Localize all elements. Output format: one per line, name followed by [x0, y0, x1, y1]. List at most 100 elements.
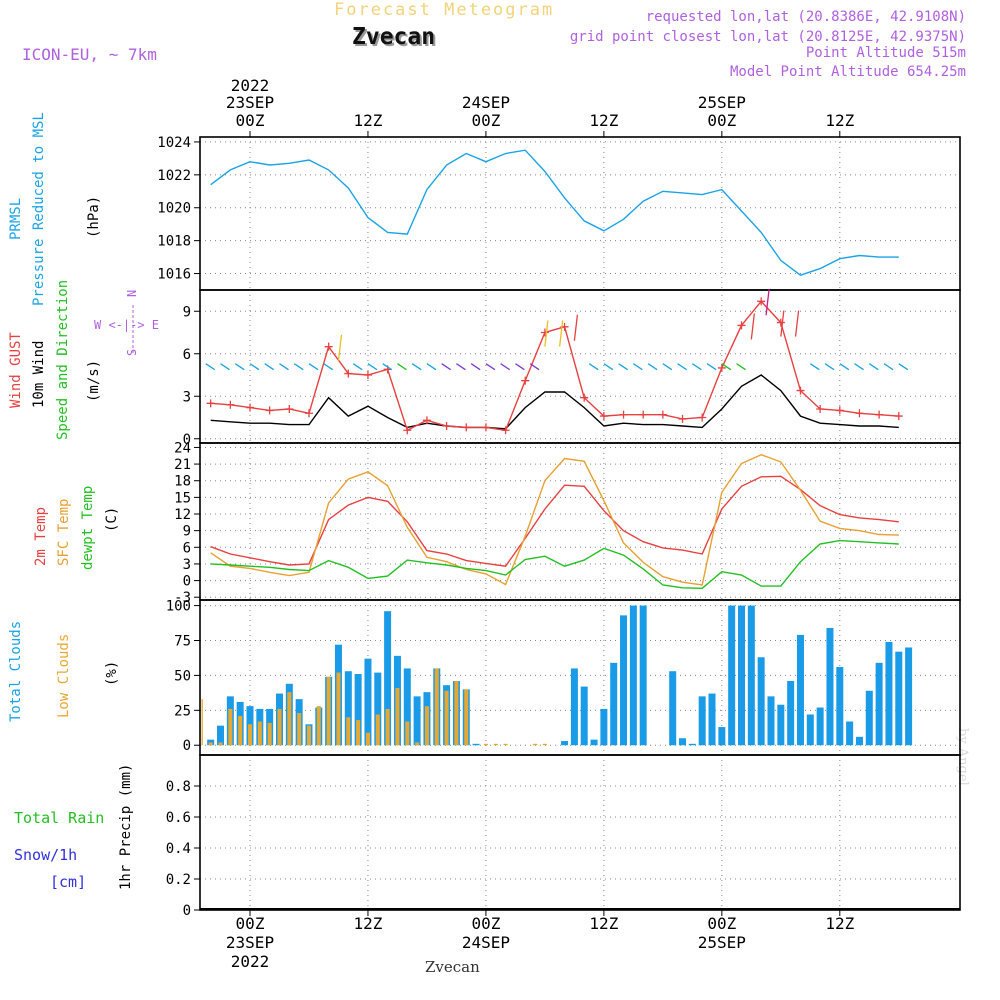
wind-arrow — [323, 363, 334, 371]
gust-marker — [757, 297, 766, 306]
wind-arrow — [573, 314, 579, 341]
total-cloud-bar — [747, 605, 755, 746]
total-cloud-bar — [757, 657, 765, 746]
gust-marker — [698, 413, 707, 422]
compass-label-1: W <-|-> E — [94, 318, 159, 332]
low-cloud-bar — [346, 717, 351, 746]
gust-marker — [835, 406, 844, 415]
wind-arrow — [382, 363, 393, 371]
top-time-label: 12Z — [589, 111, 618, 130]
low-cloud-bar — [533, 743, 538, 746]
wind-arrow — [293, 363, 304, 371]
total-cloud-bar — [217, 725, 225, 746]
gust-marker — [737, 321, 746, 330]
wind-arrow — [264, 363, 275, 371]
wind-arrow — [220, 363, 230, 371]
y-tick-label: -3 — [174, 590, 191, 606]
wind-arrow — [308, 363, 319, 371]
wind-speed-line — [210, 374, 899, 430]
wind-arrow — [544, 320, 549, 347]
low-cloud-bar — [316, 706, 321, 746]
model-altitude: Model Point Altitude 654.25m — [729, 64, 966, 80]
total-cloud-bar — [738, 605, 745, 746]
low-cloud-bar — [454, 680, 459, 746]
wind-arrow — [794, 310, 800, 337]
wind-arrow — [883, 363, 894, 371]
bottom-time-label: 12Z — [825, 914, 854, 933]
low-cloud-bar — [415, 742, 420, 746]
wind-arrow — [367, 363, 378, 371]
y-tick-label: 12 — [174, 507, 191, 523]
panel-1 — [194, 289, 961, 444]
requested-coords: requested lon,lat (20.8386E, 42.9108N) — [645, 9, 966, 25]
y-tick-label: 18 — [174, 474, 191, 490]
low-cloud-bar — [405, 721, 410, 746]
footer-location: Zvecan — [425, 958, 480, 976]
gust-marker — [875, 410, 884, 419]
gust-marker — [285, 405, 294, 413]
wind-arrow — [426, 363, 437, 371]
total-cloud-bar — [472, 743, 480, 746]
total-cloud-bar — [364, 658, 372, 746]
wind-arrow — [706, 363, 717, 371]
total-cloud-bar — [698, 696, 706, 746]
low-cloud-bar — [493, 743, 498, 746]
top-time-label: 12Z — [825, 111, 854, 130]
gust-marker — [717, 363, 726, 372]
wind-arrow — [677, 363, 687, 371]
low-cloud-bar — [483, 743, 488, 746]
t2m-line — [210, 475, 899, 567]
low-cloud-bar — [208, 742, 213, 746]
wind-arrow — [750, 313, 755, 340]
wind-arrow — [352, 363, 363, 371]
y-tick-label: 9 — [183, 304, 191, 320]
y-tick-label: 24 — [174, 440, 191, 456]
total-cloud-bar — [600, 708, 608, 746]
wind-arrow — [529, 363, 540, 371]
low-cloud-bar — [356, 720, 361, 746]
compass-label-2: S — [125, 349, 139, 356]
total-cloud-bar — [855, 736, 863, 746]
wind-arrow — [279, 363, 289, 371]
gust-marker — [246, 403, 254, 412]
y-tick-label: 3 — [183, 557, 191, 573]
top-time-label: 00Z — [236, 111, 265, 130]
panel-frame — [199, 754, 961, 911]
panel-0 — [194, 136, 961, 291]
gust-marker — [796, 386, 805, 395]
total-cloud-bar — [580, 686, 588, 746]
total-cloud-bar — [708, 693, 716, 746]
dewpoint-line — [210, 539, 899, 590]
total-cloud-bar — [796, 634, 804, 746]
total-cloud-bar — [403, 668, 411, 746]
total-cloud-bar — [590, 739, 598, 746]
panel-4 — [194, 754, 961, 911]
gust-marker — [442, 422, 451, 430]
wind-arrow — [500, 363, 511, 371]
total-cloud-bar — [679, 738, 687, 746]
gust-marker — [816, 405, 825, 413]
gust-marker — [776, 318, 785, 327]
low-cloud-bar — [395, 687, 400, 746]
total-cloud-bar — [846, 721, 854, 746]
low-cloud-bar — [248, 724, 252, 746]
gust-marker — [265, 406, 274, 415]
y-tick-label: 0 — [183, 432, 191, 448]
low-cloud-bar — [503, 743, 508, 746]
gust-marker — [599, 412, 608, 421]
total-cloud-bar — [875, 662, 883, 746]
panel-frame — [199, 599, 961, 756]
wind-arrow — [618, 363, 628, 371]
panel-frame — [199, 136, 961, 291]
wind-arrow — [647, 363, 658, 371]
top-time-label: 12Z — [354, 111, 383, 130]
gust-marker — [344, 369, 353, 378]
top-date-label: 25SEP — [698, 93, 746, 112]
gust-marker — [521, 376, 530, 385]
total-cloud-bar — [570, 668, 578, 746]
gust-marker — [855, 409, 864, 418]
total-cloud-bar — [639, 605, 647, 746]
gust-marker — [658, 410, 667, 419]
wind-arrow — [736, 363, 746, 371]
